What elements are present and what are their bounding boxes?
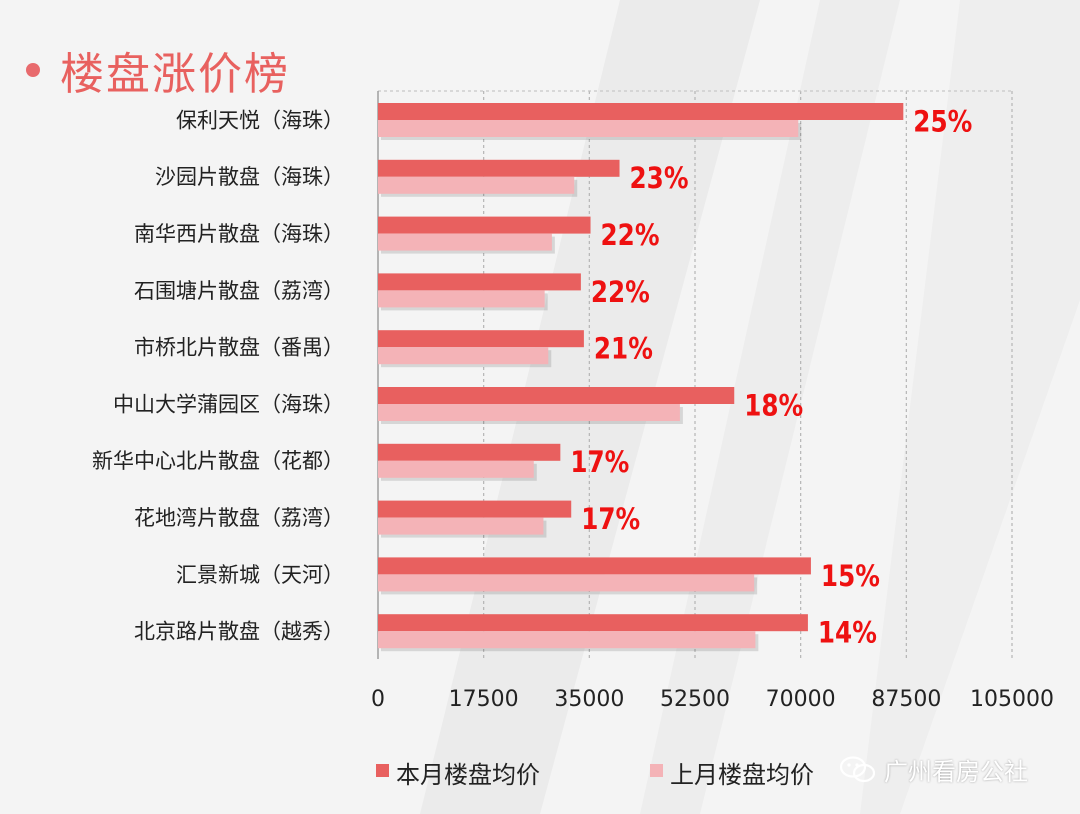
- bar-previous-month: [378, 176, 575, 194]
- bar-current-month: [378, 500, 572, 518]
- bar-previous-month: [378, 574, 755, 592]
- bar-previous-month: [378, 631, 756, 649]
- category-label: 市桥北片散盘（番禺）: [134, 336, 344, 360]
- bar-current-month: [378, 159, 620, 177]
- percent-label: 22%: [591, 276, 650, 309]
- x-tick-label: 105000: [970, 687, 1054, 712]
- percent-label: 23%: [630, 162, 689, 195]
- bar-previous-month: [378, 347, 549, 365]
- bar-previous-month: [378, 460, 534, 478]
- bar-current-month: [378, 330, 584, 348]
- watermark: 广州看房公社: [840, 752, 1028, 787]
- bar-previous-month: [378, 233, 552, 251]
- page-title: 楼盘涨价榜: [60, 49, 290, 100]
- wechat-icon: [840, 755, 876, 782]
- title-block: 楼盘涨价榜: [26, 38, 290, 102]
- legend-label-current: 本月楼盘均价: [396, 761, 540, 789]
- x-tick-label: 17500: [449, 687, 519, 712]
- x-tick-label: 87500: [871, 687, 941, 712]
- x-tick-label: 0: [371, 687, 385, 712]
- percent-label: 25%: [913, 106, 972, 139]
- category-label: 花地湾片散盘（荔湾）: [134, 506, 344, 530]
- category-label: 中山大学蒲园区（海珠）: [113, 392, 344, 416]
- bar-current-month: [378, 387, 735, 404]
- category-label: 汇景新城（天河）: [176, 563, 344, 587]
- bar-current-month: [378, 614, 808, 632]
- percent-label: 17%: [570, 446, 629, 479]
- bar-previous-month: [378, 404, 680, 421]
- x-tick-label: 52500: [660, 687, 730, 712]
- category-label: 石围塘片散盘（荔湾）: [134, 279, 344, 303]
- legend-swatch-previous: [650, 764, 663, 777]
- percent-label: 14%: [818, 617, 877, 650]
- bar-previous-month: [378, 517, 544, 535]
- percent-label: 22%: [601, 219, 660, 252]
- bar-current-month: [378, 103, 904, 120]
- percent-label: 15%: [821, 560, 880, 593]
- category-label: 北京路片散盘（越秀）: [134, 620, 344, 644]
- title-bullet-icon: [26, 63, 40, 77]
- x-tick-label: 70000: [766, 687, 836, 712]
- percent-label: 17%: [581, 503, 640, 536]
- percent-label: 18%: [744, 390, 803, 423]
- legend-swatch-current: [376, 764, 389, 777]
- watermark-text: 广州看房公社: [884, 758, 1028, 786]
- bar-current-month: [378, 443, 561, 461]
- category-label: 南华西片散盘（海珠）: [134, 222, 344, 246]
- bar-previous-month: [378, 120, 799, 137]
- category-label: 保利天悦（海珠）: [176, 108, 344, 132]
- bar-current-month: [378, 557, 811, 575]
- category-label: 沙园片散盘（海珠）: [155, 165, 344, 189]
- percent-label: 21%: [594, 333, 653, 366]
- bar-current-month: [378, 273, 581, 291]
- bar-current-month: [378, 216, 591, 234]
- x-tick-label: 35000: [554, 687, 624, 712]
- category-label: 新华中心北片散盘（花都）: [92, 449, 344, 473]
- legend-label-previous: 上月楼盘均价: [670, 761, 814, 789]
- bar-previous-month: [378, 290, 545, 308]
